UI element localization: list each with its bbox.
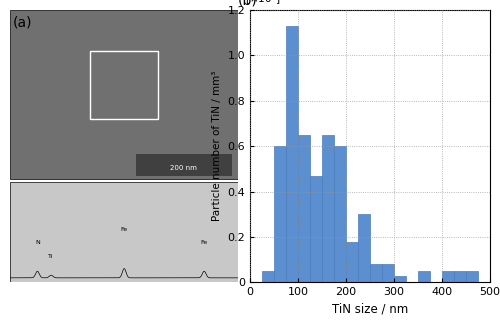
Bar xyxy=(358,214,370,282)
Bar xyxy=(466,271,478,282)
Text: (a): (a) xyxy=(12,15,32,29)
Bar xyxy=(310,176,322,282)
Bar xyxy=(262,271,274,282)
Bar xyxy=(136,154,232,176)
Bar xyxy=(394,276,406,282)
Bar xyxy=(454,271,466,282)
Bar xyxy=(298,135,310,282)
Bar xyxy=(442,271,454,282)
Text: Fe: Fe xyxy=(120,227,128,232)
X-axis label: TiN size / nm: TiN size / nm xyxy=(332,303,408,316)
Text: $[\times10^5]$: $[\times10^5]$ xyxy=(246,0,282,7)
Bar xyxy=(322,135,334,282)
Text: (b): (b) xyxy=(238,0,258,7)
Bar xyxy=(334,146,346,282)
Text: 200 nm: 200 nm xyxy=(170,165,197,171)
Bar xyxy=(10,10,238,179)
Bar xyxy=(10,182,238,282)
Bar xyxy=(286,26,298,282)
Bar xyxy=(382,264,394,282)
Text: Fe: Fe xyxy=(200,240,207,245)
Bar xyxy=(370,264,382,282)
Text: Ti: Ti xyxy=(48,254,54,259)
Bar xyxy=(274,146,286,282)
Bar xyxy=(346,242,358,282)
Bar xyxy=(90,51,158,119)
Text: N: N xyxy=(35,240,40,245)
Bar xyxy=(418,271,430,282)
Y-axis label: Particle number of TiN / mm³: Particle number of TiN / mm³ xyxy=(212,71,222,221)
